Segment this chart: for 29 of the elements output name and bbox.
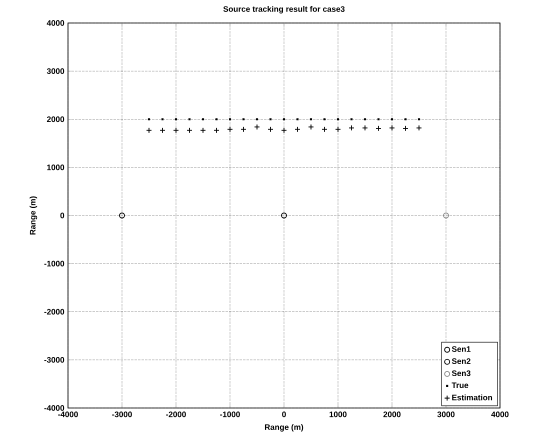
y-tick-label: 2000 [46,116,64,122]
y-tick-label: -2000 [44,308,64,315]
x-tick-label: 2000 [383,412,401,418]
x-tick-label: -4000 [58,412,78,418]
y-tick-label: 3000 [46,68,64,74]
x-tick-label: 4000 [491,412,509,418]
x-axis-title: Range (m) [264,424,304,432]
point [443,212,449,218]
legend-label: Sen3 [452,370,470,376]
x-tick-label: 0 [282,412,286,418]
y-tick-label: -4000 [44,405,64,411]
x-tick-label: 1000 [330,412,347,418]
chart-title: Source tracking result for case3 [223,6,345,14]
y-tick-label: -1000 [44,260,64,266]
legend-label: True [452,382,468,388]
x-tick-label: -3000 [112,412,132,418]
y-tick-label: 0 [60,212,64,218]
legend-label: Estimation [452,394,492,400]
legend-label: Sen2 [452,358,470,364]
point [281,212,287,218]
y-tick-label: 1000 [47,164,64,170]
y-axis-title: Range (m) [30,196,38,235]
legend-label: Sen1 [452,346,471,352]
x-tick-label: -1000 [220,412,240,418]
x-tick-label: -2000 [166,412,186,418]
x-tick-label: 3000 [437,412,455,418]
y-tick-label: 4000 [46,20,64,26]
point [119,212,125,218]
y-tick-label: -3000 [44,357,64,363]
